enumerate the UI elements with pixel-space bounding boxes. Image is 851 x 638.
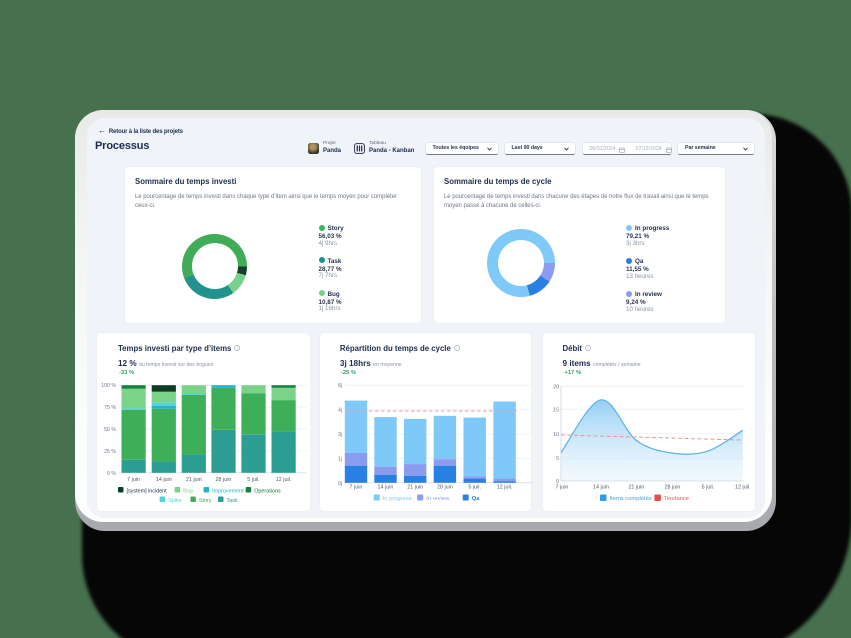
svg-text:[system] incident: [system] incident [127, 489, 168, 495]
svg-text:25 %: 25 % [104, 449, 116, 455]
svg-text:0 %: 0 % [107, 471, 116, 477]
svg-text:Improvement: Improvement [212, 489, 244, 495]
svg-text:12 juil.: 12 juil. [497, 485, 513, 491]
svg-text:In review: In review [426, 496, 450, 502]
svg-text:14 juin: 14 juin [156, 477, 172, 483]
svg-text:28 juin: 28 juin [665, 485, 681, 491]
svg-text:10: 10 [553, 432, 559, 438]
svg-text:21 juin: 21 juin [628, 485, 644, 491]
svg-text:Qa: Qa [472, 496, 481, 502]
svg-text:0j: 0j [338, 481, 342, 487]
svg-text:5 juil.: 5 juil. [247, 477, 260, 483]
svg-text:0: 0 [556, 479, 559, 485]
svg-text:4j: 4j [338, 408, 342, 414]
svg-text:Spike: Spike [168, 498, 182, 504]
svg-text:3j: 3j [338, 432, 342, 438]
svg-text:100 %: 100 % [101, 383, 116, 389]
svg-text:Bug: Bug [183, 489, 193, 495]
svg-text:7 juin: 7 juin [127, 477, 140, 483]
svg-text:6j: 6j [338, 383, 342, 389]
svg-text:7 juin: 7 juin [350, 485, 363, 491]
svg-text:In progress: In progress [383, 496, 412, 502]
svg-text:Story: Story [199, 498, 212, 504]
svg-text:Items complétés: Items complétés [610, 496, 652, 502]
svg-text:50 %: 50 % [104, 427, 116, 433]
svg-text:15: 15 [553, 407, 559, 413]
svg-text:14 juin: 14 juin [593, 485, 609, 491]
svg-text:5 juil.: 5 juil. [468, 485, 481, 491]
svg-text:75 %: 75 % [104, 405, 116, 411]
svg-text:21 juin: 21 juin [186, 477, 202, 483]
svg-text:12 juil.: 12 juil. [276, 477, 292, 483]
svg-text:21 juin: 21 juin [407, 485, 423, 491]
svg-text:5 juil.: 5 juil. [702, 485, 715, 491]
svg-text:7 juin: 7 juin [556, 485, 569, 491]
svg-text:Task: Task [227, 498, 238, 504]
svg-text:28 juin: 28 juin [437, 485, 453, 491]
svg-text:5: 5 [556, 456, 559, 462]
svg-text:28 juin: 28 juin [216, 477, 232, 483]
svg-text:Tendance: Tendance [664, 496, 689, 502]
svg-text:14 juin: 14 juin [378, 485, 394, 491]
svg-text:12 juil.: 12 juil. [735, 485, 751, 491]
svg-text:Operations: Operations [254, 489, 281, 495]
svg-text:20: 20 [553, 385, 559, 391]
svg-text:1j: 1j [338, 456, 342, 462]
